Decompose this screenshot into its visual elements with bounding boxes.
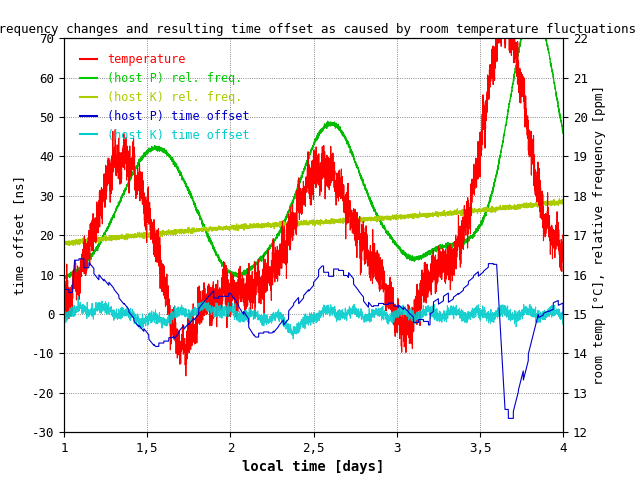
Y-axis label: time offset [ns]: time offset [ns] xyxy=(13,175,26,295)
Y-axis label: room temp [°C], relative frequency [ppm]: room temp [°C], relative frequency [ppm] xyxy=(593,85,607,385)
Legend: temperature, (host P) rel. freq., (host K) rel. freq., (host P) time offset, (ho: temperature, (host P) rel. freq., (host … xyxy=(75,48,254,146)
X-axis label: local time [days]: local time [days] xyxy=(243,460,385,474)
Title: Frequency changes and resulting time offset as caused by room temperature fluctu: Frequency changes and resulting time off… xyxy=(0,23,636,36)
